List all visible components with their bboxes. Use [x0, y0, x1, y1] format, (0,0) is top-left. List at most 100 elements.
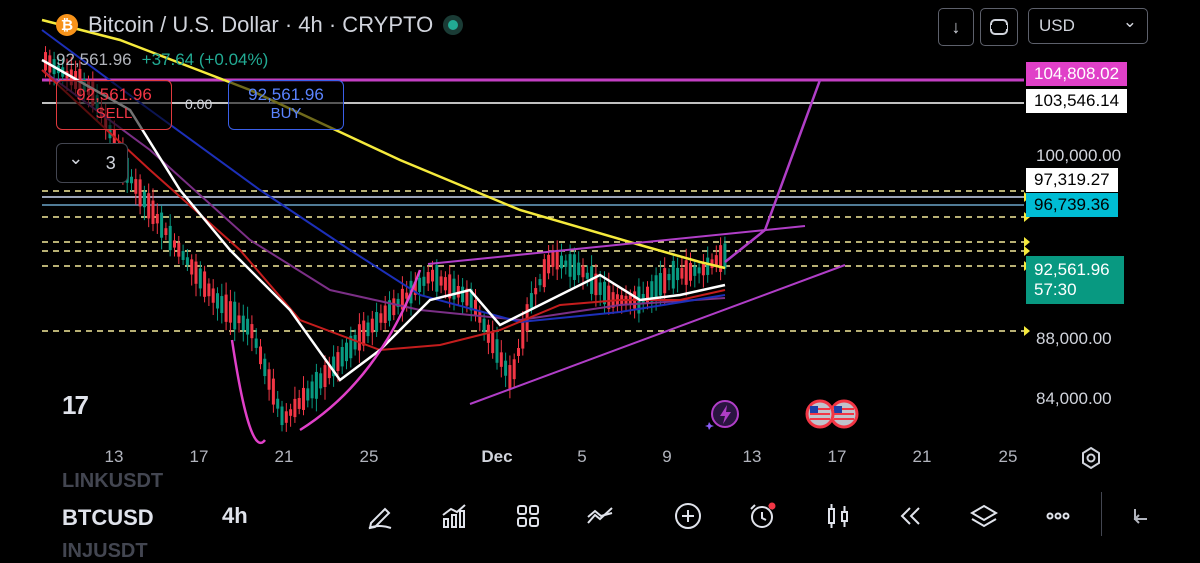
spread-value: 0.00 [185, 96, 213, 112]
candle-body [495, 339, 499, 363]
candle-body [396, 298, 400, 308]
bitcoin-icon: ₿ [56, 14, 78, 36]
candle-body [560, 255, 563, 269]
candle-body [422, 276, 426, 286]
curve-drawing [230, 339, 266, 445]
more-button[interactable] [1040, 498, 1076, 534]
buy-button[interactable]: 92,561.96 BUY [228, 80, 344, 130]
candle-body [654, 275, 658, 301]
price-label-97319: 97,319.27 [1026, 168, 1118, 192]
candle-body [439, 276, 443, 286]
candle-body [568, 254, 572, 277]
chevron-down-icon: ⌄ [1122, 12, 1137, 31]
currency-value: USD [1039, 16, 1075, 35]
candle-body [340, 347, 344, 367]
candle-body [336, 352, 340, 371]
date-tick: 17 [827, 447, 847, 466]
candle-body [130, 176, 133, 184]
indicators-button[interactable] [436, 498, 472, 534]
bar-countdown: 57:30 [1034, 280, 1077, 299]
projection-path [724, 79, 822, 263]
candle-body [263, 358, 267, 377]
candle-body [529, 293, 533, 308]
candle-body [332, 356, 336, 377]
plus-icon [675, 503, 701, 529]
symbol-title[interactable]: Bitcoin / U.S. Dollar · 4h · CRYPTO [88, 12, 434, 37]
date-tick: 5 [577, 447, 587, 466]
candle-body [147, 193, 151, 219]
buy-label: BUY [270, 105, 302, 122]
candle-body [723, 243, 727, 269]
candle-body [237, 315, 241, 324]
candle-body [607, 285, 611, 309]
candle-body [280, 406, 284, 426]
timeframe-selector[interactable]: 4h [222, 503, 248, 528]
candle-body [353, 334, 357, 350]
date-tick: 13 [742, 447, 762, 466]
level-marker [1024, 212, 1030, 222]
candle-body [177, 242, 181, 257]
layers-icon [970, 504, 998, 528]
buy-price: 92,561.96 [248, 85, 324, 104]
alert-button[interactable] [744, 498, 780, 534]
candle-body [684, 260, 688, 285]
candle-body [314, 371, 318, 399]
level-marker [1024, 326, 1030, 336]
indicators-collapse-button[interactable]: ⌄ 3 [56, 143, 128, 183]
candle-body [525, 304, 529, 332]
candle-body [598, 282, 602, 295]
candle-body [254, 338, 258, 348]
us-flag-events-icon[interactable] [804, 398, 860, 430]
replay-button[interactable] [892, 498, 928, 534]
candle-body [228, 301, 232, 323]
sell-label: SELL [95, 105, 133, 122]
date-tick: 13 [104, 447, 124, 466]
candle-body [719, 245, 723, 272]
trendline-upper [427, 225, 806, 265]
candle-body [418, 277, 422, 292]
candle-body [375, 312, 379, 332]
chart-settings-icon[interactable] [1079, 446, 1103, 470]
candle-body [379, 313, 383, 323]
candle-body [714, 255, 718, 268]
candle-body [164, 228, 168, 236]
fullscreen-button[interactable] [980, 8, 1018, 46]
compare-button[interactable] [582, 498, 618, 534]
currency-select[interactable]: USD ⌄ [1028, 8, 1148, 44]
price-chart[interactable] [0, 0, 1200, 470]
ma-white-line [41, 58, 726, 382]
candle-body [388, 300, 391, 321]
candle-body [357, 324, 361, 351]
candle-body [474, 300, 477, 316]
axis-value-88000: 88,000.00 [1036, 329, 1112, 348]
candle-body [284, 411, 288, 423]
candle-body [431, 269, 434, 282]
candle-body [190, 259, 194, 275]
candle-body [508, 365, 512, 389]
download-button[interactable]: ↓ [938, 8, 974, 46]
candle-body [646, 286, 649, 304]
layouts-button[interactable] [510, 498, 546, 534]
market-open-status-icon [443, 15, 464, 35]
candle-body [512, 359, 516, 380]
candle-body [155, 214, 159, 224]
drawing-tools-button[interactable] [362, 498, 398, 534]
candle-body [676, 267, 680, 281]
symbol-selector[interactable]: BTCUSD [62, 505, 154, 530]
more-icon [1046, 512, 1070, 520]
objects-tree-button[interactable] [966, 498, 1002, 534]
chart-type-button[interactable] [820, 498, 856, 534]
prev-symbol-ghost[interactable]: LINKUSDT [62, 470, 164, 492]
next-symbol-ghost[interactable]: INJUSDT [62, 540, 148, 562]
candle-body [706, 257, 710, 275]
ohlc-change: +37.64 (+0.04%) [141, 50, 269, 69]
candle-body [310, 381, 314, 399]
candle-body [297, 398, 301, 409]
lightning-event-icon[interactable] [704, 398, 740, 432]
back-button[interactable] [1124, 498, 1160, 534]
grid-icon [517, 505, 539, 527]
tradingview-logo: 17 [62, 390, 89, 420]
sell-button[interactable]: 92,561.96 SELL [56, 80, 172, 130]
trendline-lower [469, 264, 846, 405]
add-button[interactable] [670, 498, 706, 534]
